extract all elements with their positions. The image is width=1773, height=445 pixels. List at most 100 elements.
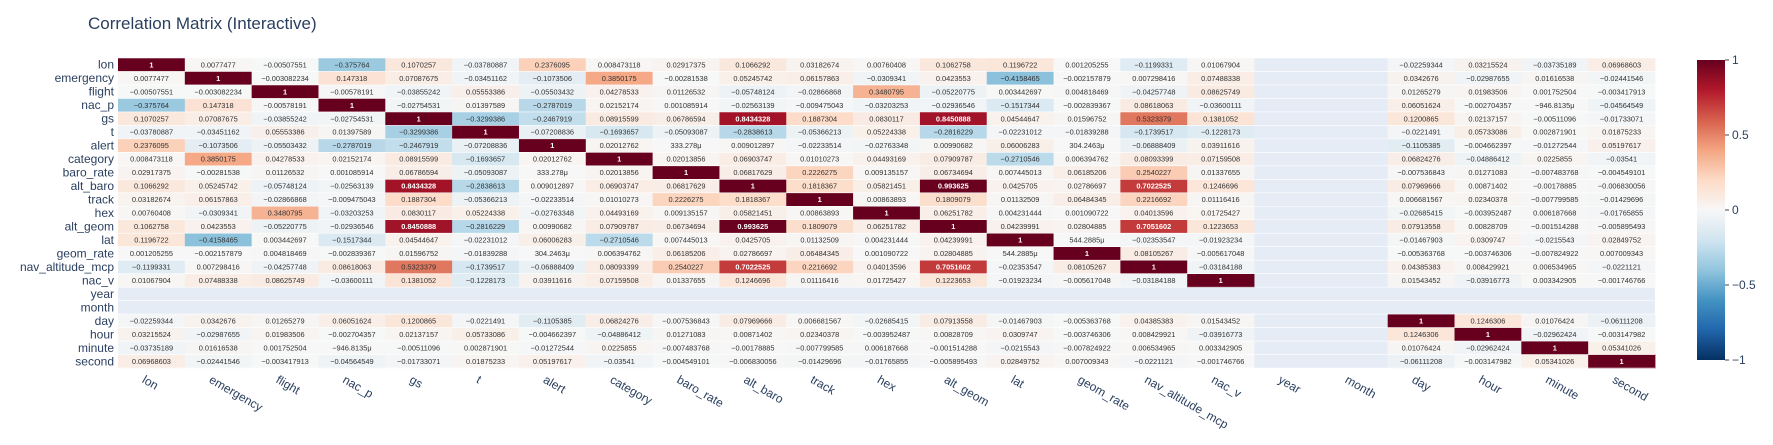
heatmap-cell[interactable] bbox=[919, 354, 988, 369]
heatmap-cell[interactable] bbox=[118, 314, 186, 328]
heatmap-cell[interactable] bbox=[251, 233, 319, 248]
heatmap-cell[interactable] bbox=[986, 125, 1054, 140]
heatmap-cell[interactable] bbox=[184, 246, 253, 261]
heatmap-cell[interactable] bbox=[786, 125, 854, 140]
heatmap-cell[interactable] bbox=[853, 341, 921, 355]
heatmap-cell[interactable] bbox=[1120, 206, 1188, 221]
heatmap-cell[interactable] bbox=[585, 152, 654, 167]
heatmap-cell[interactable] bbox=[786, 273, 854, 288]
heatmap-cell[interactable] bbox=[853, 111, 921, 126]
heatmap-cell[interactable] bbox=[786, 84, 854, 99]
heatmap-cell[interactable] bbox=[452, 125, 520, 140]
heatmap-cell[interactable] bbox=[853, 125, 921, 140]
heatmap-cell[interactable] bbox=[1387, 246, 1455, 261]
heatmap-cell[interactable] bbox=[518, 111, 587, 126]
heatmap-cell[interactable] bbox=[1521, 138, 1589, 153]
heatmap-cell[interactable] bbox=[318, 192, 386, 207]
heatmap-cell[interactable] bbox=[1521, 314, 1589, 328]
heatmap-cell[interactable] bbox=[786, 246, 854, 261]
heatmap-cell[interactable] bbox=[1053, 260, 1121, 275]
heatmap-cell[interactable] bbox=[184, 111, 253, 126]
heatmap-cell[interactable] bbox=[652, 219, 720, 234]
heatmap-cell[interactable] bbox=[1120, 219, 1188, 234]
heatmap-cell[interactable] bbox=[585, 354, 654, 369]
heatmap-cell[interactable] bbox=[719, 354, 787, 369]
heatmap-cell[interactable] bbox=[585, 327, 654, 342]
heatmap-cell[interactable] bbox=[786, 314, 854, 328]
heatmap-cell[interactable] bbox=[518, 138, 587, 153]
heatmap-cell[interactable] bbox=[1521, 233, 1589, 248]
heatmap-cell[interactable] bbox=[1187, 165, 1255, 180]
heatmap-cell[interactable] bbox=[318, 314, 386, 328]
heatmap-cell[interactable] bbox=[1187, 71, 1255, 86]
heatmap-cell[interactable] bbox=[251, 71, 319, 86]
heatmap-cell[interactable] bbox=[719, 233, 787, 248]
heatmap-cell[interactable] bbox=[118, 138, 186, 153]
heatmap-cell[interactable] bbox=[452, 206, 520, 221]
heatmap-cell[interactable] bbox=[1521, 219, 1589, 234]
heatmap-cell[interactable] bbox=[919, 165, 988, 180]
heatmap-cell[interactable] bbox=[1053, 125, 1121, 140]
heatmap-cell[interactable] bbox=[385, 138, 453, 153]
heatmap-cell[interactable] bbox=[986, 84, 1054, 99]
heatmap-cell[interactable] bbox=[518, 314, 587, 328]
heatmap-cell[interactable] bbox=[1187, 219, 1255, 234]
heatmap-cell[interactable] bbox=[385, 152, 453, 167]
heatmap-cell[interactable] bbox=[786, 233, 854, 248]
heatmap-cell[interactable] bbox=[518, 192, 587, 207]
heatmap-cell[interactable] bbox=[652, 260, 720, 275]
heatmap-cell[interactable] bbox=[1120, 125, 1188, 140]
heatmap-cell[interactable] bbox=[719, 341, 787, 355]
heatmap-cell[interactable] bbox=[1454, 219, 1522, 234]
heatmap-cell[interactable] bbox=[1588, 138, 1656, 153]
heatmap-cell[interactable] bbox=[1387, 84, 1455, 99]
heatmap-cell[interactable] bbox=[1521, 165, 1589, 180]
heatmap-cell[interactable] bbox=[452, 84, 520, 99]
heatmap-cell[interactable] bbox=[1387, 71, 1455, 86]
heatmap-cell[interactable] bbox=[318, 111, 386, 126]
heatmap-cell[interactable] bbox=[184, 179, 253, 194]
heatmap-cell[interactable] bbox=[1588, 273, 1656, 288]
heatmap-cell[interactable] bbox=[719, 111, 787, 126]
heatmap-cell[interactable] bbox=[385, 192, 453, 207]
heatmap-cell[interactable] bbox=[1053, 84, 1121, 99]
heatmap-cell[interactable] bbox=[719, 246, 787, 261]
heatmap-cell[interactable] bbox=[1454, 165, 1522, 180]
heatmap-cell[interactable] bbox=[118, 206, 186, 221]
heatmap-cell[interactable] bbox=[1187, 354, 1255, 369]
heatmap-cell[interactable] bbox=[118, 125, 186, 140]
heatmap-cell[interactable] bbox=[184, 165, 253, 180]
heatmap-cell[interactable] bbox=[986, 98, 1054, 113]
heatmap-cell[interactable] bbox=[986, 138, 1054, 153]
heatmap-cell[interactable] bbox=[318, 179, 386, 194]
heatmap-cell[interactable] bbox=[986, 314, 1054, 328]
heatmap-cell[interactable] bbox=[1521, 354, 1589, 369]
heatmap-cell[interactable] bbox=[1053, 273, 1121, 288]
heatmap-cell[interactable] bbox=[452, 152, 520, 167]
heatmap-cell[interactable] bbox=[652, 98, 720, 113]
heatmap-cell[interactable] bbox=[1521, 98, 1589, 113]
heatmap-cell[interactable] bbox=[585, 58, 654, 72]
heatmap-cell[interactable] bbox=[118, 219, 186, 234]
heatmap-cell[interactable] bbox=[786, 219, 854, 234]
heatmap-cell[interactable] bbox=[786, 152, 854, 167]
heatmap-cell[interactable] bbox=[1387, 219, 1455, 234]
heatmap-cell[interactable] bbox=[184, 206, 253, 221]
heatmap-cell[interactable] bbox=[1521, 192, 1589, 207]
heatmap-cell[interactable] bbox=[1588, 233, 1656, 248]
heatmap-cell[interactable] bbox=[1521, 246, 1589, 261]
heatmap-cell[interactable] bbox=[1454, 192, 1522, 207]
heatmap-cell[interactable] bbox=[184, 58, 253, 72]
heatmap-cell[interactable] bbox=[1387, 152, 1455, 167]
heatmap-cell[interactable] bbox=[1387, 138, 1455, 153]
heatmap-cell[interactable] bbox=[318, 84, 386, 99]
heatmap-cell[interactable] bbox=[652, 354, 720, 369]
heatmap-cell[interactable] bbox=[518, 58, 587, 72]
heatmap-cell[interactable] bbox=[518, 71, 587, 86]
heatmap-cell[interactable] bbox=[919, 314, 988, 328]
heatmap-cell[interactable] bbox=[1454, 206, 1522, 221]
heatmap-cell[interactable] bbox=[385, 125, 453, 140]
heatmap-cell[interactable] bbox=[184, 138, 253, 153]
heatmap-cell[interactable] bbox=[1187, 179, 1255, 194]
heatmap-cell[interactable] bbox=[1521, 179, 1589, 194]
